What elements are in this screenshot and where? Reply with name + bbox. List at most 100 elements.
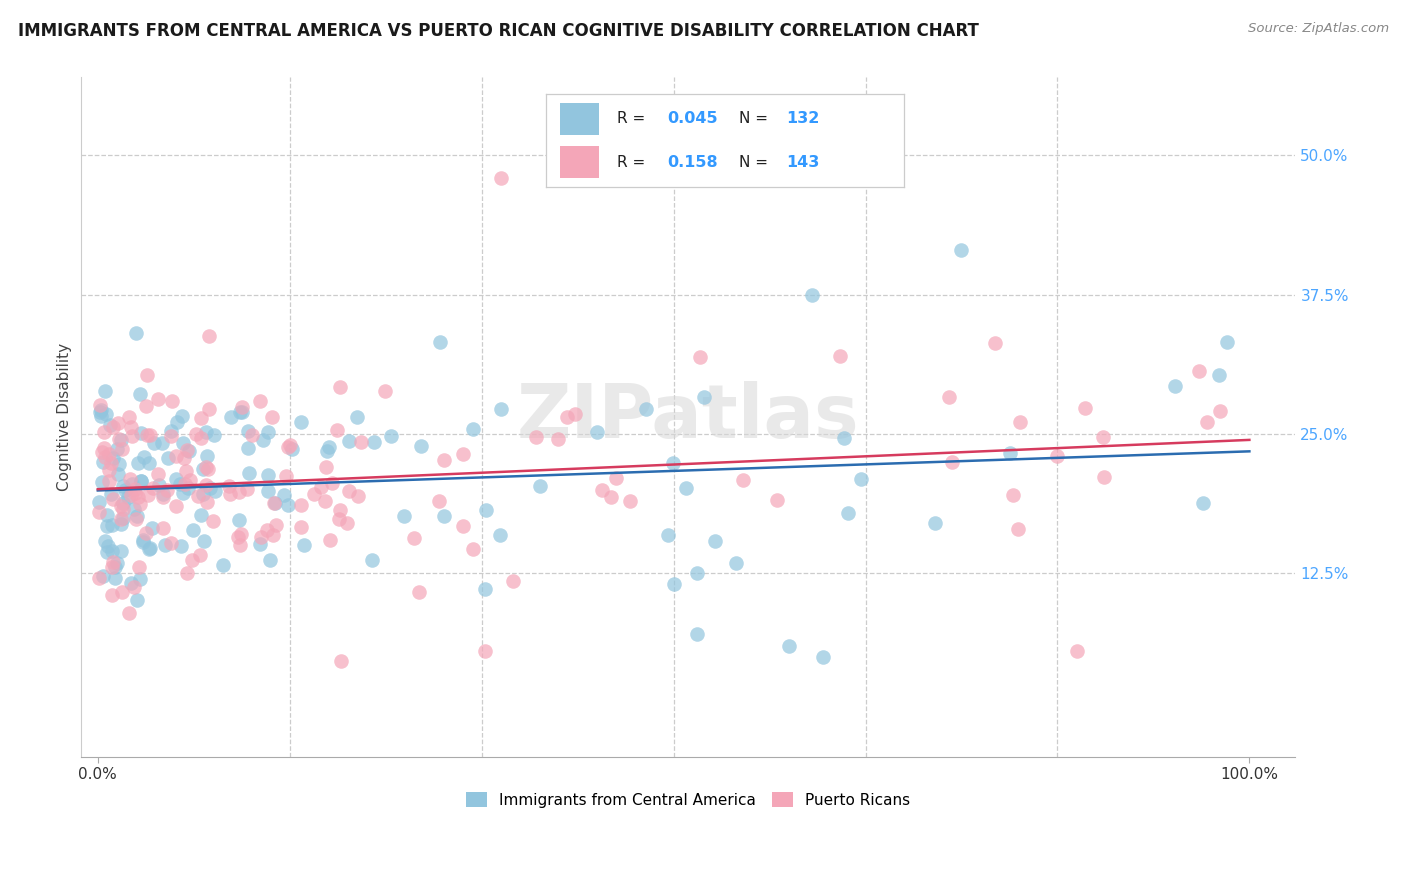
Point: [733, 473, 755, 487]
Point: [181, 523, 204, 537]
Point: [172, 409, 194, 423]
Point: [135, 428, 157, 442]
Point: [1192, 496, 1215, 510]
Point: [229, 527, 252, 541]
Point: [404, 531, 426, 545]
Point: [89, 398, 111, 412]
Text: R =: R =: [617, 112, 651, 127]
Point: [264, 517, 287, 532]
Point: [184, 427, 207, 442]
Text: 143: 143: [786, 154, 820, 169]
Point: [238, 424, 260, 438]
Point: [302, 487, 325, 501]
Point: [1074, 401, 1097, 415]
Point: [111, 585, 134, 599]
Point: [475, 503, 498, 517]
Point: [315, 460, 337, 475]
Point: [177, 443, 200, 458]
Point: [90, 403, 112, 417]
Point: [93, 441, 115, 455]
Point: [132, 533, 155, 547]
Point: [555, 409, 578, 424]
Point: [524, 430, 547, 444]
Point: [101, 451, 124, 466]
Point: [101, 420, 124, 434]
Point: [408, 585, 430, 599]
Point: [662, 577, 685, 591]
Point: [193, 534, 215, 549]
Point: [1092, 470, 1115, 484]
Point: [191, 462, 214, 476]
Point: [127, 593, 149, 607]
Point: [101, 518, 124, 533]
Point: [318, 440, 340, 454]
Point: [347, 489, 370, 503]
Point: [127, 456, 149, 470]
Point: [984, 336, 1007, 351]
Point: [112, 502, 135, 516]
Point: [325, 423, 347, 437]
Point: [148, 467, 170, 482]
Point: [97, 463, 120, 477]
Text: Source: ZipAtlas.com: Source: ZipAtlas.com: [1249, 22, 1389, 36]
Point: [103, 492, 125, 507]
Point: [1197, 415, 1219, 429]
Point: [256, 523, 278, 537]
Point: [174, 464, 197, 478]
Point: [111, 442, 134, 456]
Point: [190, 411, 212, 425]
Point: [194, 478, 217, 492]
Point: [1208, 368, 1230, 382]
Point: [108, 433, 131, 447]
Point: [337, 483, 360, 498]
Point: [160, 429, 183, 443]
Point: [212, 558, 235, 573]
Point: [176, 566, 198, 581]
Y-axis label: Cognitive Disability: Cognitive Disability: [58, 343, 72, 491]
Point: [321, 475, 343, 490]
Point: [657, 527, 679, 541]
Point: [346, 410, 368, 425]
Point: [474, 582, 496, 597]
Point: [231, 405, 253, 419]
Point: [689, 350, 711, 364]
Text: N =: N =: [740, 154, 773, 169]
Point: [278, 438, 301, 452]
Point: [179, 473, 201, 487]
Point: [166, 415, 188, 429]
Point: [195, 460, 218, 475]
Point: [250, 530, 273, 544]
Point: [110, 516, 132, 531]
Point: [138, 542, 160, 557]
Point: [427, 494, 450, 508]
Point: [675, 481, 697, 495]
Point: [319, 533, 342, 547]
Point: [118, 606, 141, 620]
Point: [489, 170, 512, 185]
Text: ZIPatlas: ZIPatlas: [516, 381, 859, 454]
Point: [129, 425, 152, 440]
Point: [135, 526, 157, 541]
Point: [231, 401, 253, 415]
Point: [107, 416, 129, 430]
Point: [129, 497, 152, 511]
Point: [256, 425, 278, 439]
Point: [290, 520, 312, 534]
Point: [148, 477, 170, 491]
Point: [693, 390, 716, 404]
Point: [1187, 364, 1209, 378]
Point: [187, 489, 209, 503]
Bar: [560, 103, 599, 135]
Point: [218, 479, 240, 493]
Point: [170, 539, 193, 553]
Point: [152, 490, 174, 504]
Point: [124, 486, 146, 500]
Point: [98, 417, 121, 432]
Point: [124, 580, 146, 594]
Point: [281, 442, 304, 457]
Point: [236, 441, 259, 455]
Point: [586, 425, 609, 439]
Point: [1008, 416, 1031, 430]
Point: [264, 495, 287, 509]
Point: [260, 410, 283, 425]
